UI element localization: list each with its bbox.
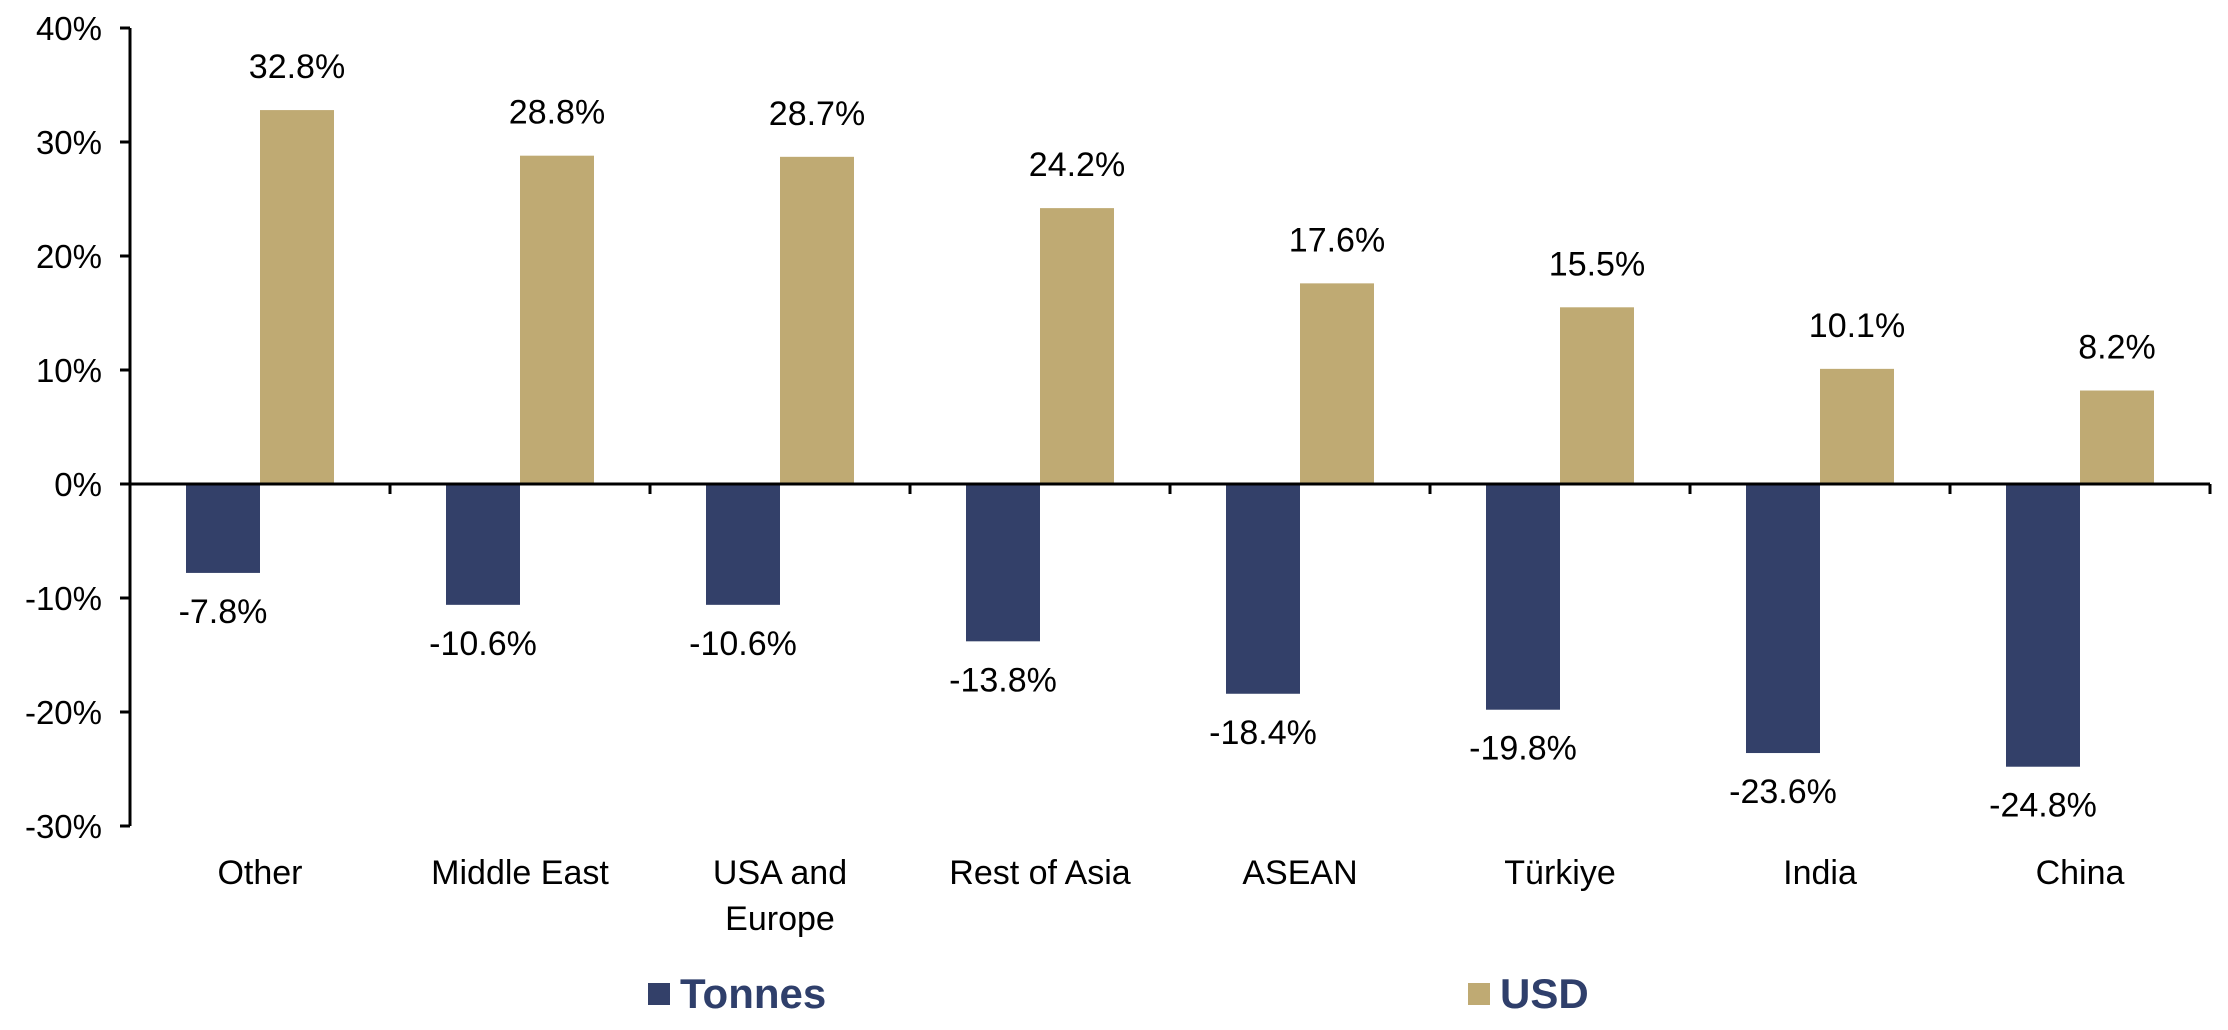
data-label-usd-7: 8.2%	[2078, 329, 2156, 367]
bar-usd-6	[1820, 368, 1894, 484]
data-label-tonnes-0: -7.8%	[179, 593, 268, 631]
category-label: Türkiye	[1504, 854, 1615, 892]
data-label-tonnes-4: -18.4%	[1209, 714, 1317, 752]
category-labels: Other Middle East USA and Europe Rest of Asi…	[217, 854, 2124, 938]
data-label-usd-2: 28.7%	[769, 95, 865, 133]
category-label: Other	[217, 854, 302, 892]
data-label-usd-6: 10.1%	[1809, 307, 1905, 345]
bar-tonnes-5	[1486, 484, 1560, 710]
legend-swatch-tonnes	[648, 983, 670, 1005]
bar-chart: 40% 30% 20% 10% 0% -10% -20% -30% -7.8% -10.6% -1…	[25, 10, 2212, 938]
y-tick-label: 0%	[54, 466, 102, 503]
data-label-usd-5: 15.5%	[1549, 245, 1645, 283]
data-label-tonnes-1: -10.6%	[429, 625, 537, 663]
legend-label-tonnes: Tonnes	[680, 970, 827, 1017]
data-label-tonnes-2: -10.6%	[689, 625, 797, 663]
legend-swatch-usd	[1468, 983, 1490, 1005]
y-axis: 40% 30% 20% 10% 0% -10% -20% -30%	[25, 10, 132, 845]
data-label-usd-4: 17.6%	[1289, 221, 1385, 259]
bar-usd-4	[1300, 283, 1374, 484]
data-label-usd-0: 32.8%	[249, 48, 345, 86]
category-label: Middle East	[431, 854, 609, 892]
x-axis	[128, 482, 2212, 494]
bar-tonnes-7	[2006, 484, 2080, 767]
y-tick-label: -30%	[25, 808, 102, 845]
data-label-tonnes-5: -19.8%	[1469, 730, 1577, 768]
bar-usd-1	[520, 155, 594, 484]
category-label: China	[2036, 854, 2125, 892]
legend: Tonnes USD	[0, 970, 2228, 1030]
data-labels: -7.8% -10.6% -10.6% -13.8% -18.4% -19.8% -23.6…	[179, 48, 2156, 825]
data-label-usd-1: 28.8%	[509, 94, 605, 132]
y-tick-label: 10%	[36, 352, 102, 389]
bar-tonnes-2	[706, 484, 780, 605]
bar-series	[186, 110, 2154, 767]
bar-usd-2	[780, 156, 854, 484]
y-tick-label: 20%	[36, 238, 102, 275]
bar-usd-3	[1040, 208, 1114, 484]
category-label: Rest of Asia	[949, 854, 1131, 892]
y-tick-label: 40%	[36, 10, 102, 47]
category-label: ASEAN	[1242, 854, 1357, 892]
bar-tonnes-4	[1226, 484, 1300, 694]
data-label-tonnes-3: -13.8%	[949, 661, 1057, 699]
bar-tonnes-6	[1746, 484, 1820, 754]
legend-label-usd: USD	[1500, 970, 1589, 1017]
bar-usd-7	[2080, 390, 2154, 484]
y-tick-label: -20%	[25, 694, 102, 731]
bar-usd-5	[1560, 307, 1634, 484]
category-label: India	[1783, 854, 1857, 892]
data-label-tonnes-6: -23.6%	[1729, 773, 1837, 811]
legend-item-usd: USD	[1468, 970, 1589, 1018]
legend-item-tonnes: Tonnes	[648, 970, 826, 1018]
y-tick-label: 30%	[36, 124, 102, 161]
y-tick-label: -10%	[25, 580, 102, 617]
bar-tonnes-0	[186, 484, 260, 573]
bar-usd-0	[260, 110, 334, 484]
category-label: USA and Europe	[713, 854, 847, 938]
data-label-usd-3: 24.2%	[1029, 146, 1125, 184]
data-label-tonnes-7: -24.8%	[1989, 787, 2097, 825]
bar-tonnes-1	[446, 484, 520, 605]
bar-tonnes-3	[966, 484, 1040, 642]
